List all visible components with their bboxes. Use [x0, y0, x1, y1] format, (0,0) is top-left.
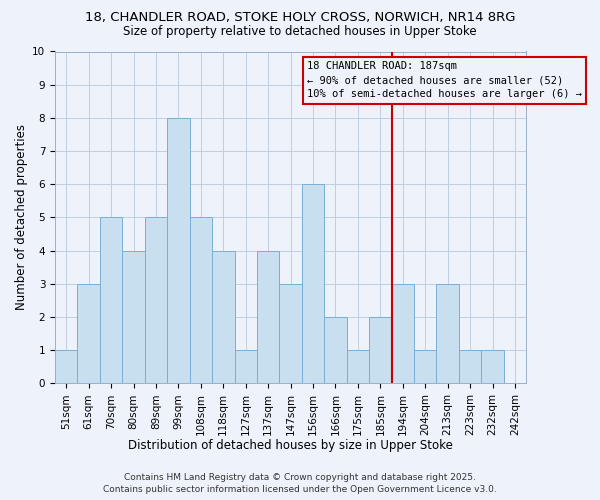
Bar: [235, 350, 257, 384]
Bar: [324, 317, 347, 384]
Bar: [55, 350, 77, 384]
Bar: [145, 218, 167, 384]
Bar: [436, 284, 459, 384]
Bar: [212, 250, 235, 384]
Bar: [100, 218, 122, 384]
Text: Contains HM Land Registry data © Crown copyright and database right 2025.
Contai: Contains HM Land Registry data © Crown c…: [103, 472, 497, 494]
Text: 18 CHANDLER ROAD: 187sqm
← 90% of detached houses are smaller (52)
10% of semi-d: 18 CHANDLER ROAD: 187sqm ← 90% of detach…: [307, 62, 582, 100]
Bar: [280, 284, 302, 384]
Bar: [459, 350, 481, 384]
Bar: [414, 350, 436, 384]
Bar: [392, 284, 414, 384]
Bar: [190, 218, 212, 384]
Bar: [122, 250, 145, 384]
Bar: [481, 350, 504, 384]
Text: 18, CHANDLER ROAD, STOKE HOLY CROSS, NORWICH, NR14 8RG: 18, CHANDLER ROAD, STOKE HOLY CROSS, NOR…: [85, 11, 515, 24]
X-axis label: Distribution of detached houses by size in Upper Stoke: Distribution of detached houses by size …: [128, 440, 453, 452]
Bar: [302, 184, 324, 384]
Bar: [167, 118, 190, 384]
Bar: [77, 284, 100, 384]
Text: Size of property relative to detached houses in Upper Stoke: Size of property relative to detached ho…: [123, 24, 477, 38]
Bar: [257, 250, 280, 384]
Y-axis label: Number of detached properties: Number of detached properties: [15, 124, 28, 310]
Bar: [347, 350, 369, 384]
Bar: [369, 317, 392, 384]
